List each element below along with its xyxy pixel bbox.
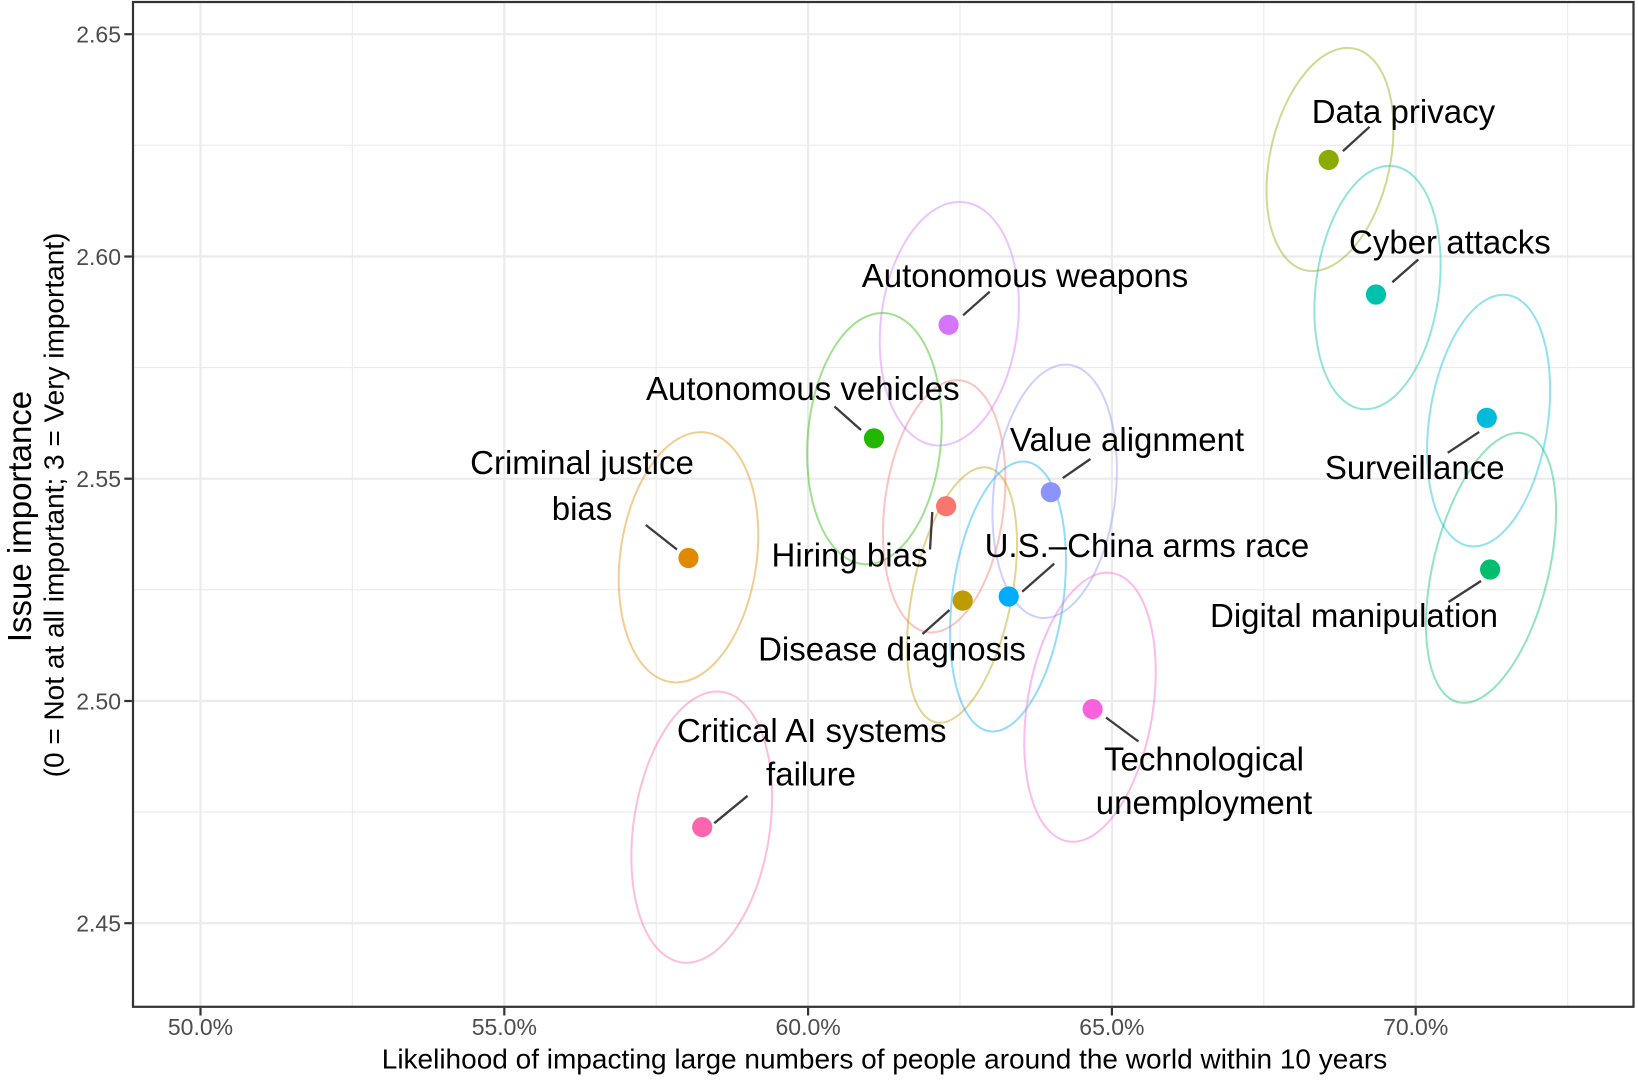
svg-text:55.0%: 55.0%: [472, 1014, 537, 1040]
svg-text:bias: bias: [552, 490, 613, 527]
svg-text:failure: failure: [766, 756, 856, 793]
svg-text:Technological: Technological: [1104, 741, 1304, 778]
svg-text:60.0%: 60.0%: [775, 1014, 840, 1040]
svg-text:(0 = Not at all important; 3 =: (0 = Not at all important; 3 = Very impo…: [39, 233, 70, 778]
svg-text:2.50: 2.50: [76, 689, 121, 715]
svg-text:Issue importance: Issue importance: [1, 391, 38, 642]
svg-text:Criminal justice: Criminal justice: [470, 444, 694, 481]
svg-text:U.S.–China arms race: U.S.–China arms race: [985, 527, 1310, 564]
svg-text:2.45: 2.45: [76, 911, 121, 937]
svg-text:Digital manipulation: Digital manipulation: [1210, 597, 1498, 634]
svg-text:Autonomous weapons: Autonomous weapons: [862, 257, 1189, 294]
svg-text:Data privacy: Data privacy: [1312, 93, 1496, 130]
svg-text:Hiring bias: Hiring bias: [772, 537, 928, 574]
svg-text:50.0%: 50.0%: [168, 1014, 233, 1040]
svg-text:70.0%: 70.0%: [1383, 1014, 1448, 1040]
svg-text:65.0%: 65.0%: [1079, 1014, 1144, 1040]
svg-text:Likelihood of impacting large: Likelihood of impacting large numbers of…: [382, 1043, 1387, 1074]
svg-text:2.65: 2.65: [76, 22, 121, 48]
svg-text:Value alignment: Value alignment: [1010, 421, 1244, 458]
svg-text:unemployment: unemployment: [1096, 784, 1312, 821]
svg-text:Surveillance: Surveillance: [1325, 449, 1505, 486]
svg-text:2.55: 2.55: [76, 466, 121, 492]
svg-text:Critical AI systems: Critical AI systems: [677, 712, 947, 749]
svg-text:Disease diagnosis: Disease diagnosis: [758, 630, 1026, 667]
svg-text:Cyber attacks: Cyber attacks: [1349, 223, 1551, 260]
svg-text:Autonomous vehicles: Autonomous vehicles: [646, 370, 960, 407]
svg-text:2.60: 2.60: [76, 244, 121, 270]
